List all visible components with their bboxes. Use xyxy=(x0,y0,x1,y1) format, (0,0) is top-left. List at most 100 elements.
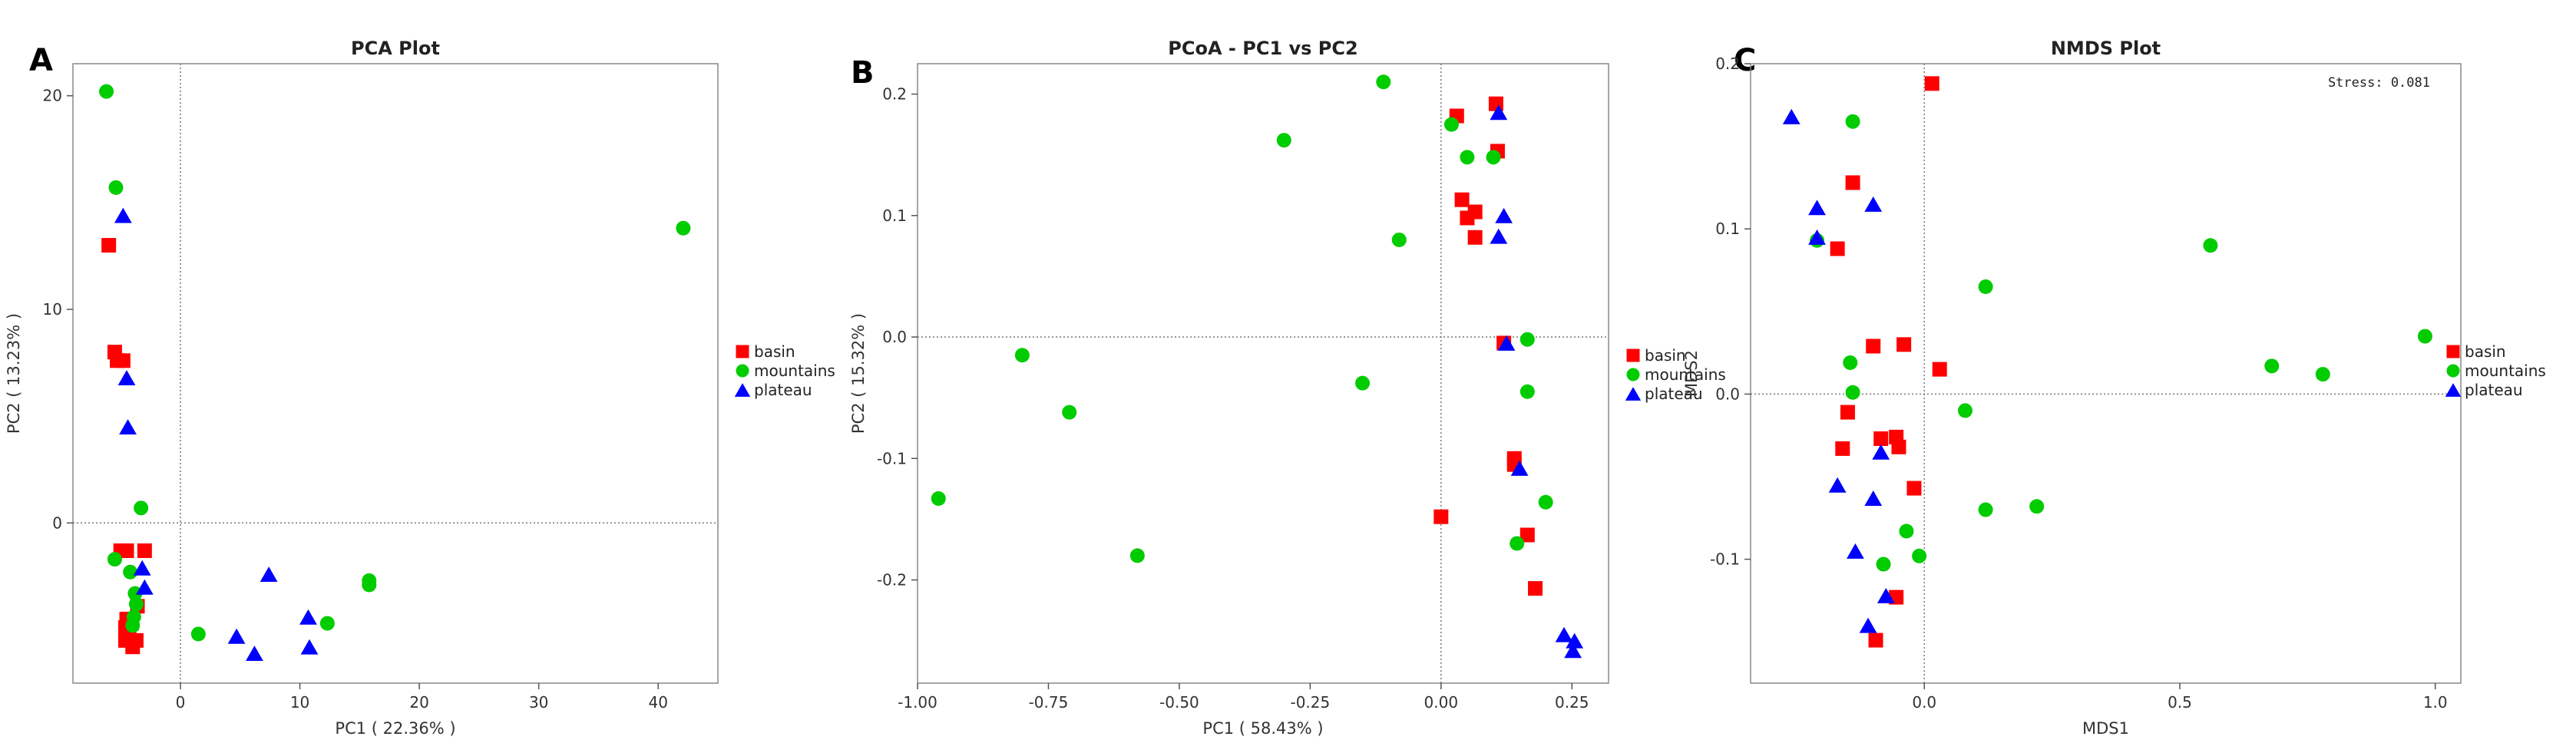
series-plateau xyxy=(114,207,319,662)
data-point-basin xyxy=(1454,192,1470,207)
x-axis-label: PC1 ( 22.36% ) xyxy=(335,719,455,738)
legend-label-mountains: mountains xyxy=(754,362,835,380)
legend-marker-basin xyxy=(736,345,749,358)
data-point-basin xyxy=(115,353,131,368)
data-point-mountains xyxy=(931,490,946,506)
panel-letter: A xyxy=(29,43,53,78)
data-point-plateau xyxy=(1847,543,1864,559)
panel-b: B PCoA - PC1 vs PC2 -1.00 -0.75 -0.50 -0.25 0.… xyxy=(849,38,1726,738)
data-point-mountains xyxy=(2203,238,2218,253)
data-point-plateau xyxy=(1490,104,1508,121)
data-point-mountains xyxy=(676,220,691,236)
series-basin xyxy=(101,238,152,655)
data-point-plateau xyxy=(1808,200,1826,216)
data-point-basin xyxy=(1845,175,1860,190)
panel-c: C NMDS Plot 0.0 0.5 1.0 -0.1 0.0 0.1 0.2 MDS1 MDS2… xyxy=(1682,38,2546,738)
data-point-mountains xyxy=(128,596,144,612)
data-point-basin xyxy=(1467,204,1483,220)
legend-label-mountains: mountains xyxy=(2465,362,2546,380)
data-point-mountains xyxy=(1978,502,1993,517)
data-point-mountains xyxy=(1355,375,1371,391)
data-point-plateau xyxy=(1555,626,1573,642)
data-point-mountains xyxy=(1519,384,1535,399)
chart-title: PCoA - PC1 vs PC2 xyxy=(1168,38,1357,59)
x-axis-label: PC1 ( 58.43% ) xyxy=(1202,719,1323,738)
data-point-mountains xyxy=(1899,523,1914,539)
y-tick-label: 0.1 xyxy=(1715,220,1740,238)
data-point-mountains xyxy=(125,618,141,633)
legend-label-plateau: plateau xyxy=(754,381,812,399)
data-point-basin xyxy=(1868,632,1883,648)
data-point-plateau xyxy=(1864,490,1883,506)
data-point-mountains xyxy=(1519,332,1535,347)
y-tick-label: 0.1 xyxy=(882,206,907,225)
x-axis-label: MDS1 xyxy=(2082,719,2129,738)
data-point-plateau xyxy=(1864,196,1883,212)
plot-frame xyxy=(72,63,719,684)
panel-a: A PCA Plot 0 10 20 30 40 0 10 20 PC1 ( 22.36% ) PC2… xyxy=(5,38,835,738)
chart-title: PCA Plot xyxy=(351,38,440,59)
data-point-mountains xyxy=(1391,232,1407,247)
x-tick-label: -0.25 xyxy=(1290,693,1330,712)
data-point-mountains xyxy=(1510,536,1525,551)
data-point-plateau xyxy=(1495,207,1513,223)
legend-marker-plateau xyxy=(1625,387,1642,401)
legend-label-plateau: plateau xyxy=(2465,381,2523,399)
data-point-plateau xyxy=(1872,444,1890,460)
data-point-mountains xyxy=(190,626,206,642)
panel-letter: B xyxy=(851,55,875,91)
y-axis-label: MDS2 xyxy=(1682,350,1701,397)
y-axis-label: PC2 ( 13.23% ) xyxy=(5,313,23,434)
data-point-basin xyxy=(1896,337,1912,352)
data-point-mountains xyxy=(1912,548,1927,563)
data-point-basin xyxy=(1840,405,1855,420)
data-point-plateau xyxy=(246,646,263,662)
y-tick-label: -0.1 xyxy=(1710,550,1740,569)
data-point-basin xyxy=(1528,581,1543,596)
panel-letter: C xyxy=(1734,43,1756,78)
legend-marker-plateau xyxy=(2445,383,2462,397)
x-tick-label: 0.5 xyxy=(2168,693,2192,712)
legend-marker-basin xyxy=(1626,348,1640,362)
data-point-basin xyxy=(1873,431,1889,447)
y-tick-label: 10 xyxy=(43,300,62,319)
legend-marker-plateau xyxy=(734,383,751,397)
legend-label-mountains: mountains xyxy=(1645,365,1726,384)
x-tick-label: 1.0 xyxy=(2423,693,2448,712)
x-tick-label: 30 xyxy=(529,693,548,712)
x-tick-label: 0.00 xyxy=(1424,693,1459,712)
y-tick-label: -0.1 xyxy=(877,449,907,467)
data-point-basin xyxy=(1889,429,1904,444)
data-point-mountains xyxy=(1957,403,1973,418)
data-point-basin xyxy=(1519,527,1535,543)
data-point-plateau xyxy=(1859,617,1877,633)
plot-frame xyxy=(917,63,1609,684)
chart-title: NMDS Plot xyxy=(2051,38,2161,59)
y-tick-label: 0.0 xyxy=(882,328,907,346)
data-point-basin xyxy=(1924,76,1939,91)
data-point-basin xyxy=(101,238,117,253)
data-point-basin xyxy=(137,543,152,558)
data-point-mountains xyxy=(1276,133,1291,148)
data-point-mountains xyxy=(1486,150,1501,165)
data-point-mountains xyxy=(1876,556,1891,572)
data-point-plateau xyxy=(133,560,151,576)
x-tick-label: 20 xyxy=(409,693,428,712)
legend-label-plateau: plateau xyxy=(1645,385,1703,403)
x-tick-label: 40 xyxy=(648,693,667,712)
data-point-mountains xyxy=(2417,329,2432,344)
series-mountains xyxy=(931,74,1553,563)
data-point-mountains xyxy=(108,180,124,195)
legend-marker-mountains xyxy=(2446,364,2460,378)
data-point-mountains xyxy=(1014,348,1030,363)
data-point-plateau xyxy=(1877,587,1895,603)
data-point-basin xyxy=(1488,96,1503,111)
data-point-basin xyxy=(1835,441,1850,456)
data-point-mountains xyxy=(1129,548,1145,563)
data-point-mountains xyxy=(319,616,335,631)
series-plateau xyxy=(1490,104,1584,659)
legend-label-basin: basin xyxy=(1645,346,1686,365)
